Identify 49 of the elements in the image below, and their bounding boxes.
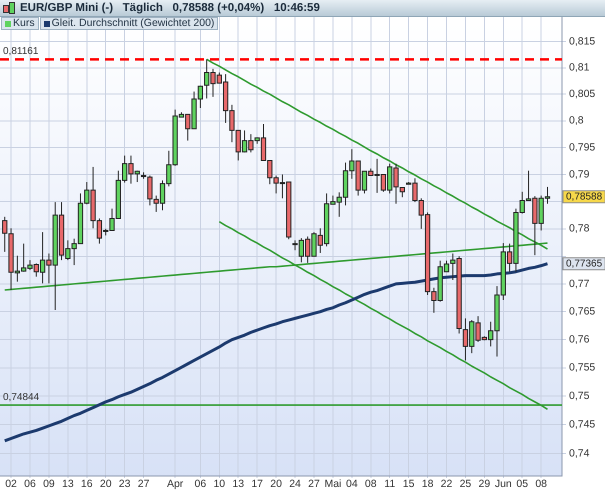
x-tick-label: 05: [516, 478, 528, 490]
x-tick-label: 06: [194, 478, 206, 490]
x-tick-label: 08: [364, 478, 377, 490]
x-tick-label: 24: [289, 478, 302, 490]
x-tick-label: 29: [478, 478, 490, 490]
y-tick-label: 0,765: [569, 306, 596, 318]
ref-line-label: 0,81161: [3, 46, 39, 58]
y-tick-label: 0,81: [569, 62, 590, 74]
x-tick-label: 22: [440, 478, 453, 490]
x-tick-label: 09: [43, 478, 55, 490]
y-tick-label: 0,805: [569, 88, 596, 100]
x-tick-label: 18: [422, 478, 434, 490]
y-tick-label: 0,8: [569, 114, 584, 127]
x-tick-label: 08: [535, 478, 548, 490]
text: 0,77365: [566, 258, 603, 270]
x-tick-label: 20: [270, 478, 282, 490]
x-tick-label: 17: [251, 478, 264, 490]
x-tick-label: Jun: [494, 478, 512, 490]
legend-label: Kurs: [13, 17, 35, 29]
y-tick-label: 0,75: [569, 390, 590, 402]
x-tick-label: 15: [402, 478, 415, 490]
x-tick-label: 13: [232, 478, 244, 490]
x-tick-label: 10: [213, 478, 226, 490]
y-tick-label: 0,745: [569, 418, 596, 431]
y-tick-label: 0,76: [569, 334, 590, 346]
y-tick-label: 0,79: [569, 168, 590, 180]
x-tick-label: 06: [24, 478, 36, 490]
x-tick-label: 13: [62, 478, 74, 490]
x-tick-label: 27: [308, 478, 320, 490]
x-tick-label: 11: [384, 478, 396, 490]
legend-label: Gleit. Durchschnitt (Gewichtet 200): [52, 17, 214, 29]
y-tick-label: 0,755: [569, 362, 596, 374]
x-tick-label: 25: [460, 478, 472, 490]
y-tick-label: 0,77: [569, 278, 590, 290]
text: 0,78588: [566, 192, 603, 203]
x-tick-label: 16: [80, 478, 93, 490]
x-tick-label: Apr: [166, 478, 184, 490]
y-tick-label: 0,795: [569, 141, 596, 154]
x-tick-label: 23: [118, 478, 131, 490]
x-tick-label: 27: [138, 478, 150, 490]
x-tick-label: 02: [5, 478, 18, 490]
x-tick-label: Mai: [324, 478, 342, 490]
y-tick-label: 0,74: [569, 447, 590, 460]
chart-title: EUR/GBP Mini (-) Täglich 0,78588 (+0,04%) 10:46:59: [20, 1, 320, 16]
y-tick-label: 0,78: [569, 222, 590, 235]
x-tick-label: 20: [100, 478, 112, 490]
y-tick-label: 0,815: [569, 35, 596, 48]
x-tick-label: 04: [346, 478, 358, 490]
ref-line-label: 0,74844: [3, 392, 40, 403]
